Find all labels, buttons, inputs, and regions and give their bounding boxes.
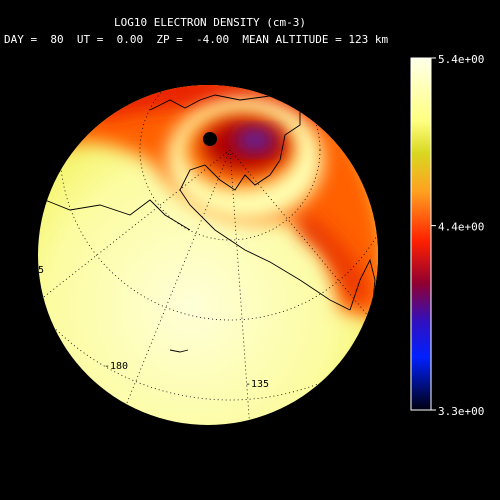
graticule-label: -135 bbox=[245, 379, 269, 390]
colorbar-ticks: 5.4e+00 4.4e+00 3.3e+00 bbox=[431, 53, 484, 418]
coastlines bbox=[44, 94, 376, 353]
map-labels: -180 -135 5 bbox=[38, 265, 269, 390]
graticule-label: -180 bbox=[104, 361, 128, 372]
colorbar bbox=[410, 57, 432, 411]
graticule bbox=[0, 0, 480, 430]
colorbar-label: 3.3e+00 bbox=[438, 405, 484, 418]
title: LOG10 ELECTRON DENSITY (cm-3) bbox=[114, 16, 306, 29]
colorbar-label: 5.4e+00 bbox=[438, 53, 484, 66]
density-field bbox=[0, 0, 480, 430]
colorbar-label: 4.4e+00 bbox=[438, 221, 484, 234]
subtitle: DAY = 80 UT = 0.00 ZP = -4.00 MEAN ALTIT… bbox=[4, 33, 388, 46]
pole-marker bbox=[203, 132, 217, 146]
globe bbox=[0, 0, 480, 430]
graticule-label: 5 bbox=[38, 265, 44, 276]
